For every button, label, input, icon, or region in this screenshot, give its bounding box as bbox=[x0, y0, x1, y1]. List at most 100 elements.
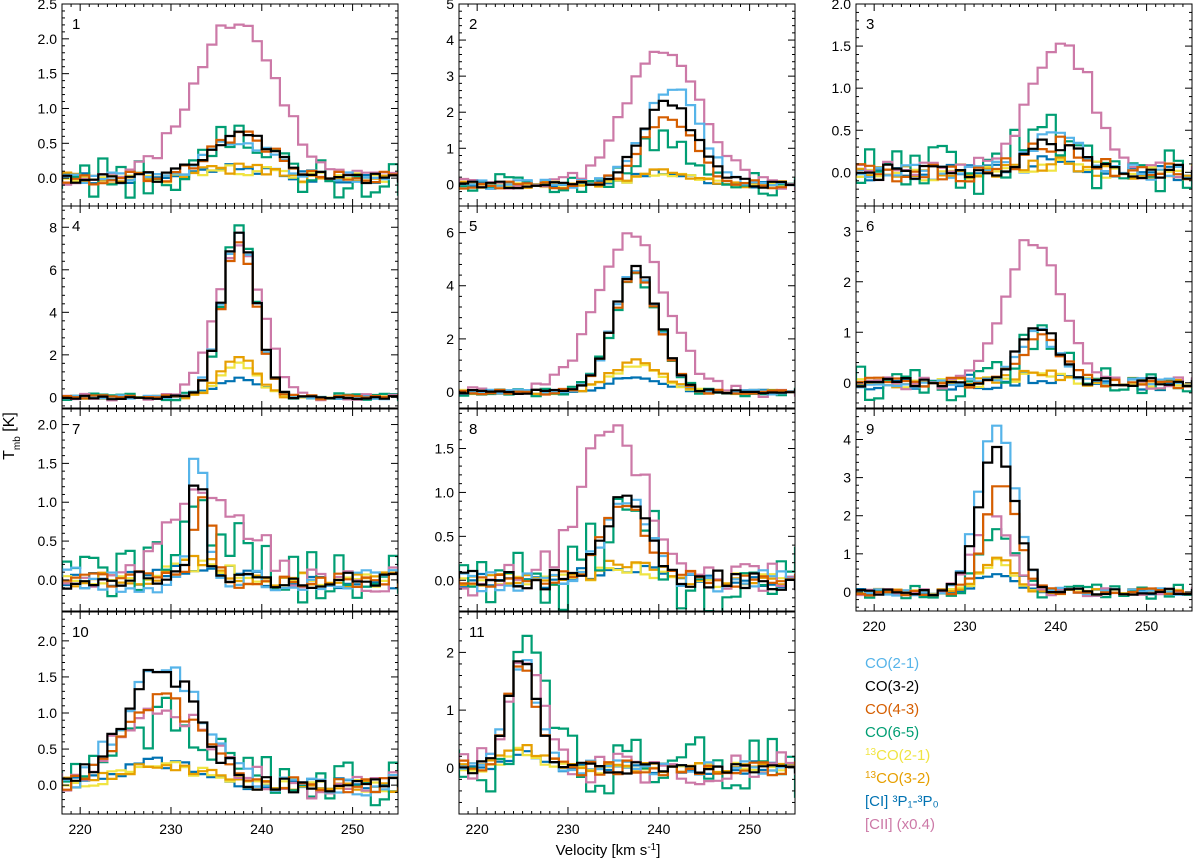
y-tick-label: 0.5 bbox=[832, 122, 852, 138]
panel-11-spectra bbox=[459, 634, 795, 798]
legend-entry-co21: CO(2-1) bbox=[865, 655, 919, 672]
legend-entry-text: CO(2-1) bbox=[865, 655, 919, 672]
y-tick-label: 2.0 bbox=[832, 0, 852, 12]
panel-6: 0 1 2 3 6 bbox=[843, 205, 1193, 409]
y-tick-label: 5 bbox=[446, 0, 454, 12]
x-tick-label: 250 bbox=[1135, 618, 1159, 634]
x-axis-title-main: Velocity [km s bbox=[556, 842, 648, 859]
y-tick-label: 0 bbox=[446, 384, 454, 400]
y-tick-label: 0.0 bbox=[832, 164, 852, 180]
y-tick-label: 3 bbox=[843, 470, 851, 486]
legend-entry-co65: CO(6-5) bbox=[865, 724, 919, 741]
panel-9-frame bbox=[855, 408, 1193, 612]
y-tick-label: 1.5 bbox=[38, 669, 58, 685]
x-tick-label: 220 bbox=[68, 821, 92, 837]
y-tick-label: 1.5 bbox=[832, 38, 852, 54]
x-axis-title: Velocity [km s-1] bbox=[556, 842, 661, 860]
y-tick-label: 1.0 bbox=[832, 80, 852, 96]
x-tick-label: 230 bbox=[953, 618, 977, 634]
panel-11-label: 11 bbox=[469, 624, 485, 641]
y-tick-label: 1 bbox=[446, 702, 454, 718]
y-tick-label: 1.0 bbox=[38, 705, 58, 721]
x-axis-title-sup: -1 bbox=[647, 842, 656, 853]
x-tick-label: 220 bbox=[862, 618, 886, 634]
y-tick-label: 0.0 bbox=[435, 572, 455, 588]
panel-2: 0 1 2 3 4 5 2 bbox=[446, 0, 796, 207]
series-co32-panel-5 bbox=[459, 264, 795, 395]
y-tick-label: 2.0 bbox=[38, 31, 58, 47]
series-co32-panel-7 bbox=[62, 484, 398, 590]
y-tick-label: 0.5 bbox=[38, 741, 58, 757]
panel-11: 0 1 2 220 230 240 250 11 bbox=[446, 611, 796, 837]
series-co32-panel-8 bbox=[459, 494, 795, 591]
legend-isotope-sup: 13 bbox=[865, 747, 877, 758]
panel-4-spectra bbox=[62, 224, 398, 402]
y-axis-title-unit: [K] bbox=[1, 412, 18, 436]
panel-8-spectra bbox=[459, 424, 795, 611]
y-axis-title-sub: mb bbox=[12, 436, 23, 450]
x-tick-label: 230 bbox=[159, 821, 183, 837]
series-co32-panel-10 bbox=[62, 668, 398, 794]
series-cii-panel-5 bbox=[459, 232, 795, 398]
panel-6-label: 6 bbox=[866, 218, 874, 235]
panel-1-label: 1 bbox=[72, 16, 80, 33]
y-tick-label: 0.0 bbox=[38, 170, 58, 186]
panels-group: 0.00.51.01.52.02.5101234520.00.51.01.52.… bbox=[38, 0, 1193, 837]
series-co43-panel-4 bbox=[62, 241, 398, 401]
x-tick-label: 250 bbox=[738, 821, 762, 837]
legend: CO(2-1)CO(3-2)CO(4-3)CO(6-5)13CO(2-1)13C… bbox=[865, 655, 939, 833]
y-tick-label: 2.0 bbox=[38, 417, 58, 433]
y-tick-label: 2 bbox=[843, 274, 851, 290]
series-co43-panel-5 bbox=[459, 271, 795, 396]
panel-10: 0.0 0.5 1.0 1.5 2.0 220 230 240 250 10 bbox=[38, 611, 399, 837]
y-tick-label: 1.0 bbox=[435, 484, 455, 500]
y-tick-label: 6 bbox=[49, 262, 57, 278]
series-co32-panel-4 bbox=[62, 231, 398, 401]
y-tick-label: 1 bbox=[843, 324, 851, 340]
panel-7-spectra bbox=[62, 457, 398, 604]
panel-3-label: 3 bbox=[866, 16, 874, 33]
panel-8: 0.0 0.5 1.0 1.5 8 bbox=[435, 408, 796, 612]
panel-4-label: 4 bbox=[72, 218, 80, 235]
y-tick-label: 6 bbox=[446, 225, 454, 241]
y-tick-label: 0.0 bbox=[38, 572, 58, 588]
x-tick-label: 250 bbox=[341, 821, 365, 837]
y-tick-label: 1.5 bbox=[38, 455, 58, 471]
series-co65-panel-11 bbox=[459, 634, 795, 798]
series-co21-panel-9 bbox=[856, 424, 1192, 597]
panel-10-spectra bbox=[62, 666, 398, 807]
series-co43-panel-9 bbox=[856, 485, 1192, 597]
y-tick-label: 1.5 bbox=[435, 441, 455, 457]
y-tick-label: 2 bbox=[446, 644, 454, 660]
y-tick-label: 0 bbox=[843, 375, 851, 391]
series-cii-panel-3 bbox=[856, 42, 1192, 182]
series-co32-panel-1 bbox=[62, 130, 398, 185]
series-co65-panel-8 bbox=[459, 497, 795, 611]
series-co32-panel-9 bbox=[856, 445, 1192, 597]
panel-9-label: 9 bbox=[866, 421, 874, 438]
panel-9: 0 1 2 3 4 220 230 240 250 9 bbox=[843, 408, 1193, 634]
y-tick-label: 3 bbox=[446, 68, 454, 84]
panel-5-spectra bbox=[459, 232, 795, 398]
panel-2-spectra bbox=[459, 50, 795, 197]
legend-entry-c13co32: 13CO(3-2) bbox=[865, 770, 930, 788]
panel-10-label: 10 bbox=[72, 624, 89, 641]
y-tick-label: 2 bbox=[49, 347, 57, 363]
panel-5: 0 2 4 6 5 bbox=[446, 205, 796, 409]
panel-4-frame bbox=[61, 205, 399, 409]
y-tick-label: 0.5 bbox=[435, 528, 455, 544]
panel-6-frame bbox=[855, 205, 1193, 409]
y-tick-label: 0 bbox=[49, 389, 57, 405]
series-co32-panel-2 bbox=[459, 99, 795, 190]
legend-entry-text: CO(4-3) bbox=[865, 701, 919, 718]
x-tick-label: 230 bbox=[556, 821, 580, 837]
legend-entry-text: CO(2-1) bbox=[876, 747, 930, 764]
panel-3-spectra bbox=[856, 42, 1192, 195]
panel-9-spectra bbox=[856, 424, 1192, 600]
panel-11-frame bbox=[458, 611, 796, 815]
y-tick-label: 1 bbox=[446, 140, 454, 156]
legend-entry-text: CO(3-2) bbox=[865, 678, 919, 695]
y-axis-title-main: T bbox=[1, 450, 18, 460]
